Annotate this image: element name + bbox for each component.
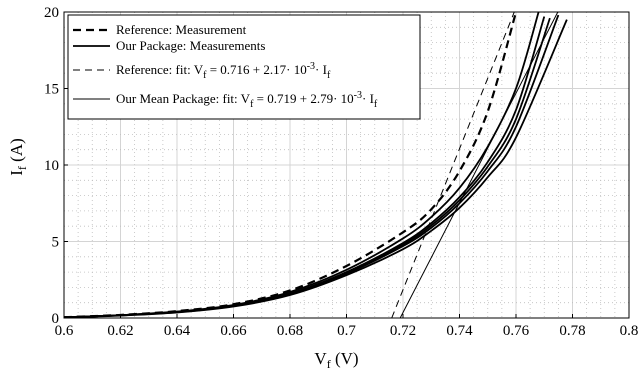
- series-line-7: [391, 12, 515, 318]
- y-tick-label: 5: [52, 235, 60, 251]
- series-line-1: [64, 12, 518, 318]
- x-tick-label: 0.8: [620, 323, 639, 339]
- x-tick-label: 0.66: [220, 323, 247, 339]
- legend-label-part: = 0.719 + 2.79· 10: [253, 91, 353, 106]
- legend-label-part: f: [203, 70, 207, 81]
- legend-label-3: Reference: fit: Vf = 0.716 + 2.17· 10-3·…: [116, 61, 331, 81]
- legend-label-part: = 0.716 + 2.17· 10: [206, 62, 306, 77]
- series-layer: [64, 12, 568, 318]
- legend-label-1: Reference: Measurement: [116, 22, 247, 37]
- x-axis-title-sub: f: [327, 357, 331, 368]
- legend-label-2: Our Package: Measurements: [116, 38, 265, 53]
- x-tick-label: 0.78: [559, 323, 585, 339]
- tick-labels: 0.6 0.62 0.64 0.66 0.68 0.7 0.72 0.74 0.76 0.78 0.…: [44, 5, 638, 339]
- x-tick-label: 0.76: [503, 323, 530, 339]
- x-axis-title-unit: (V): [331, 349, 359, 368]
- x-tick-label: 0.7: [337, 323, 356, 339]
- x-tick-label: 0.72: [390, 323, 416, 339]
- y-tick-label: 0: [52, 311, 60, 327]
- axis-titles: Vf (V) If (A): [7, 138, 359, 368]
- legend-box: [67, 14, 421, 120]
- y-tick-label: 20: [44, 5, 59, 21]
- x-tick-label: 0.68: [277, 323, 303, 339]
- x-axis-title: Vf (V): [314, 349, 358, 368]
- x-tick-label: 0.64: [164, 323, 191, 339]
- y-axis-title-main: I: [7, 170, 26, 176]
- series-line-6: [64, 17, 551, 318]
- legend-label-part: -3: [307, 61, 315, 72]
- y-axis-title: If (A): [7, 138, 29, 176]
- legend-label-part: Reference: fit: V: [116, 62, 204, 77]
- legend-label-4: Our Mean Package: fit: Vf = 0.719 + 2.79…: [116, 90, 378, 110]
- legend-label-part: f: [250, 99, 254, 110]
- x-tick-label: 0.74: [446, 323, 473, 339]
- legend-label-part: f: [374, 99, 378, 110]
- legend-label-part: Our Mean Package: fit: V: [116, 91, 251, 106]
- legend-label-part: f: [327, 70, 331, 81]
- x-tick-label: 0.6: [55, 323, 74, 339]
- legend-label-part: · I: [362, 91, 374, 106]
- x-tick-label: 0.62: [107, 323, 133, 339]
- x-axis-title-main: V: [314, 349, 327, 368]
- legend-label-part: · I: [315, 62, 327, 77]
- y-tick-label: 10: [44, 158, 59, 174]
- y-axis-title-unit: (A): [7, 138, 26, 166]
- y-axis-title-sub: f: [15, 166, 29, 170]
- legend-label-part: -3: [354, 90, 362, 101]
- y-tick-label: 15: [44, 82, 59, 98]
- series-line-8: [399, 12, 559, 318]
